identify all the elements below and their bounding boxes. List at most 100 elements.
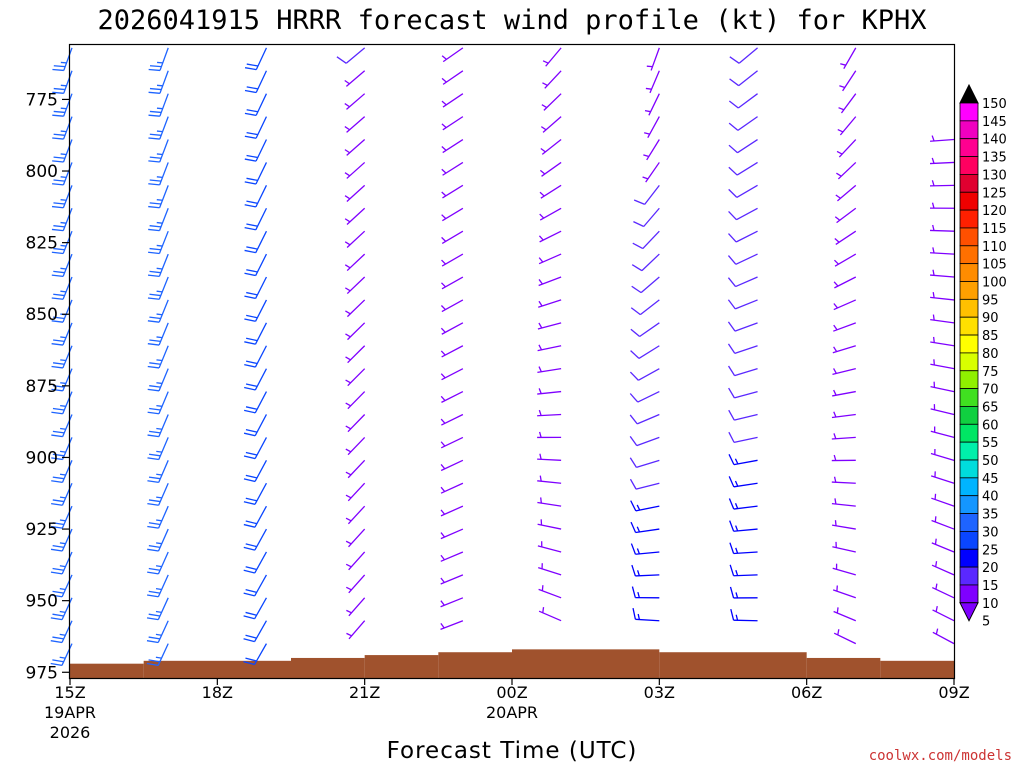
wind-barb: [440, 368, 464, 381]
wind-barb: [835, 184, 857, 202]
wind-barb: [345, 414, 366, 433]
colorbar-label: 120: [982, 204, 1007, 219]
wind-barb: [50, 620, 73, 644]
colorbar-box: [959, 102, 979, 122]
wind-barb: [345, 482, 366, 502]
wind-barb: [51, 185, 73, 209]
wind-barb: [537, 366, 562, 374]
y-tick-label: 925: [26, 520, 58, 540]
wind-barb: [50, 643, 73, 667]
wind-barb: [244, 368, 268, 391]
wind-barb: [832, 585, 856, 599]
wind-barb: [440, 299, 464, 313]
wind-barb: [537, 475, 562, 484]
wind-barb: [441, 138, 464, 154]
wind-barb: [542, 47, 562, 67]
x-tick-year: 2026: [50, 723, 91, 742]
wind-barb: [51, 482, 73, 506]
colorbar-label: 10: [982, 597, 999, 612]
wind-barb: [51, 391, 73, 415]
wind-barb: [51, 345, 73, 369]
wind-barb: [345, 459, 366, 479]
ground-segment: [364, 655, 439, 678]
wind-barb: [51, 253, 73, 278]
colorbar-box: [959, 191, 979, 211]
wind-barb: [631, 253, 660, 272]
wind-barb: [727, 321, 758, 332]
wind-barb: [929, 202, 955, 209]
wind-barb: [728, 454, 758, 466]
wind-barb: [440, 620, 464, 631]
wind-barb: [147, 551, 169, 575]
wind-barb: [243, 574, 268, 597]
wind-barb: [728, 116, 758, 131]
wind-barb: [243, 482, 268, 505]
wind-barb: [346, 620, 366, 640]
wind-barbs: [50, 47, 955, 667]
wind-barb: [728, 476, 758, 488]
wind-barb: [540, 139, 562, 155]
wind-barb: [728, 138, 758, 154]
x-tick-label: 15Z: [54, 683, 85, 702]
wind-barb: [243, 414, 268, 437]
wind-barb: [440, 322, 464, 335]
y-tick-label: 900: [26, 448, 58, 468]
wind-barb: [244, 185, 268, 208]
wind-barb: [730, 608, 758, 622]
wind-barb: [148, 47, 169, 72]
ground-segment: [143, 660, 291, 678]
wind-barb: [929, 180, 955, 187]
wind-barb: [538, 607, 562, 622]
wind-barb: [440, 597, 464, 608]
wind-barb: [930, 359, 955, 370]
wind-barb: [336, 47, 366, 64]
wind-barb: [147, 322, 169, 346]
wind-barb: [244, 116, 268, 139]
wind-barb: [52, 93, 73, 117]
wind-barb: [538, 299, 562, 308]
wind-barb: [833, 607, 857, 622]
wind-barb: [646, 47, 660, 71]
wind-barb: [440, 574, 464, 585]
x-tick-label: 00Z: [496, 683, 527, 702]
wind-barb: [729, 70, 758, 87]
colorbar-box: [959, 281, 979, 300]
wind-barb: [50, 597, 73, 621]
wind-barb: [930, 426, 955, 439]
x-tick-label: 09Z: [938, 683, 969, 702]
colorbar-label: 100: [982, 276, 1007, 291]
wind-barb: [728, 161, 758, 176]
wind-barb: [51, 414, 73, 438]
wind-barb: [537, 497, 562, 507]
x-tick-date: 20APR: [486, 703, 538, 722]
colorbar-box: [959, 334, 979, 354]
wind-barb: [243, 505, 268, 528]
wind-barb: [344, 161, 366, 179]
x-tick-date: 19APR: [44, 703, 96, 722]
wind-barb: [729, 542, 758, 555]
wind-barb: [344, 93, 366, 110]
wind-barb: [243, 460, 268, 483]
wind-barb: [538, 230, 562, 243]
wind-barb: [148, 185, 169, 209]
wind-barb: [441, 207, 464, 222]
x-tick-label: 21Z: [349, 683, 380, 702]
wind-barb: [630, 500, 660, 512]
wind-barb: [345, 528, 366, 548]
colorbar-label: 35: [982, 508, 999, 523]
colorbar-label: 85: [982, 329, 999, 344]
colorbar-label: 25: [982, 543, 999, 558]
wind-barb: [440, 345, 464, 358]
wind-barb: [930, 404, 955, 416]
wind-barb: [440, 459, 464, 472]
colorbar-box: [959, 495, 979, 514]
wind-barb: [344, 139, 366, 156]
wind-barb: [630, 322, 660, 338]
colorbar-box: [959, 548, 979, 568]
y-tick-label: 875: [26, 377, 58, 397]
wind-barb: [629, 457, 660, 469]
wind-barb: [147, 276, 169, 300]
wind-barb: [147, 299, 169, 323]
y-tick-label: 775: [26, 90, 58, 110]
